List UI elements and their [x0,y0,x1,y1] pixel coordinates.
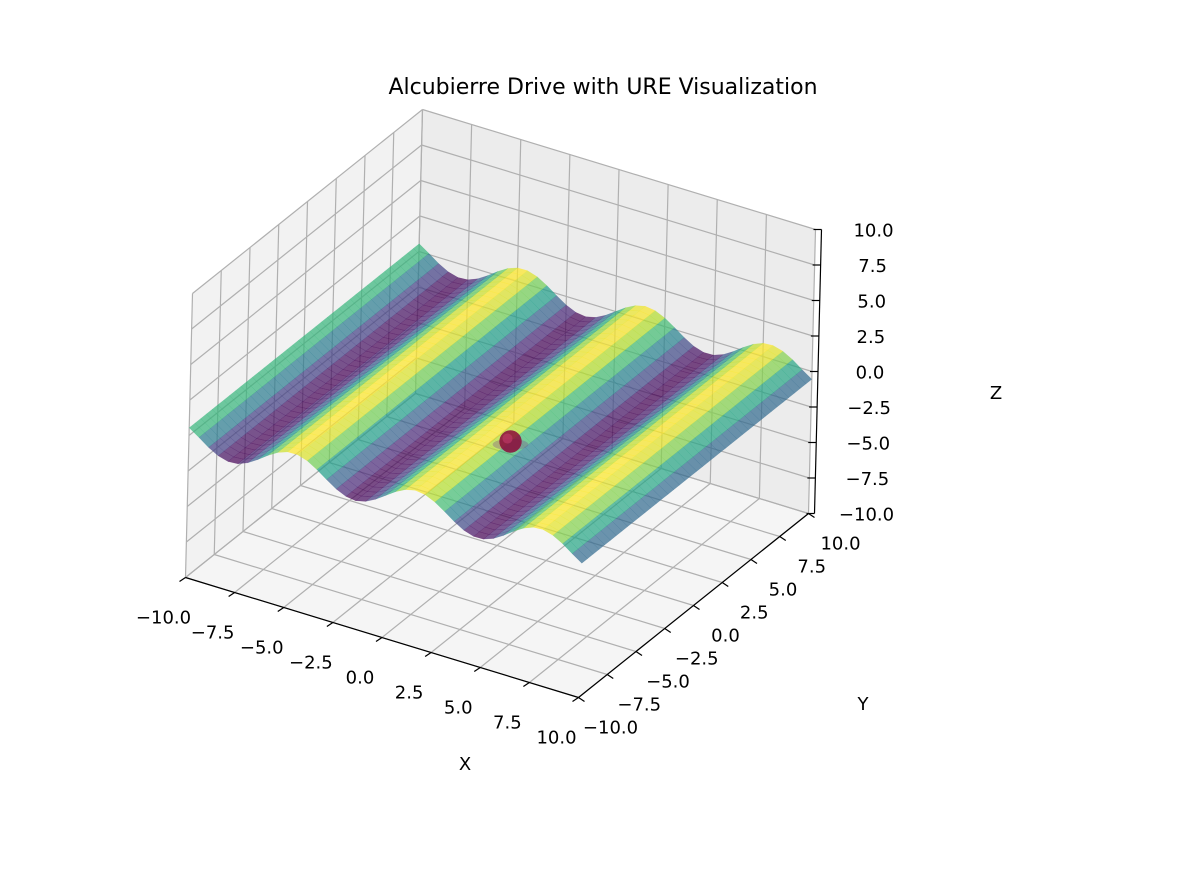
x-tick-label: −5.0 [240,638,284,659]
grid-line [419,215,814,337]
grid-line [191,144,422,330]
x-tick [277,607,285,612]
x-tick-label: 0.0 [346,668,375,689]
grid-line [529,498,760,683]
y-tick [664,628,672,633]
grid-line [479,483,711,668]
x-tick-label: 5.0 [444,698,473,719]
warp-bubble [492,430,529,453]
z-tick-label: −5.0 [846,434,890,455]
y-tick [721,582,729,587]
x-tick-label: −10.0 [136,608,191,629]
y-tick-label: 7.5 [797,557,826,578]
y-axis-label: Y [857,694,870,715]
x-tick-label: 2.5 [395,683,424,704]
y-tick-label: −10.0 [583,718,638,739]
x-tick-label: 10.0 [536,728,576,749]
y-tick [808,513,815,518]
y-tick-label: 0.0 [711,626,740,647]
y-tick [779,536,787,541]
y-tick-label: 2.5 [740,603,769,624]
z-tick-label: 10.0 [853,221,893,242]
z-tick-label: −2.5 [847,398,891,419]
x-tick [572,697,579,702]
surface-facet [422,253,439,269]
grid-line [192,109,423,294]
z-tick-label: −10.0 [839,505,894,526]
x-tick [424,652,432,657]
surface-plot [188,243,813,564]
z-tick-label: 0.0 [856,363,885,384]
z-axis-label: Z [990,383,1002,404]
grid-line [300,484,694,607]
x-tick [375,637,383,642]
x-tick [326,622,334,627]
chart-title: Alcubierre Drive with URE Visualization [388,75,817,100]
grid-line [421,144,815,266]
surface-facet [796,369,813,385]
surface-facet [413,243,430,259]
y-tick [693,605,700,610]
grid-line [420,179,814,302]
y-tick-label: −2.5 [675,649,719,670]
grid-line [189,215,421,401]
z-tick-label: 7.5 [858,256,887,277]
z-tick-label: 2.5 [857,327,886,348]
y-tick-label: 10.0 [820,534,860,555]
x-tick [523,682,530,687]
x-tick-label: 7.5 [493,713,522,734]
x-tick [228,592,235,597]
y-tick-label: 5.0 [769,580,798,601]
x-axis-label: X [459,754,471,775]
z-tick-label: −7.5 [846,469,890,490]
y-tick [578,697,585,702]
tick-labels: −10.0−7.5−5.0−2.50.02.55.07.510.0 −10.0−7… [136,221,894,749]
y-tick [750,559,758,564]
grid-line [422,108,816,231]
y-tick-label: −7.5 [617,695,661,716]
x-tick-label: −2.5 [289,653,333,674]
y-tick-label: −5.0 [646,672,690,693]
y-tick [635,651,643,656]
x-tick [179,577,186,582]
y-tick [606,674,614,679]
z-tick-label: 5.0 [857,292,886,313]
grid-line [190,180,422,365]
x-tick-label: −7.5 [191,623,235,644]
tick-marks [179,228,822,702]
x-tick [473,667,481,672]
bubble-highlight [502,433,513,444]
surface-facet [648,310,666,323]
